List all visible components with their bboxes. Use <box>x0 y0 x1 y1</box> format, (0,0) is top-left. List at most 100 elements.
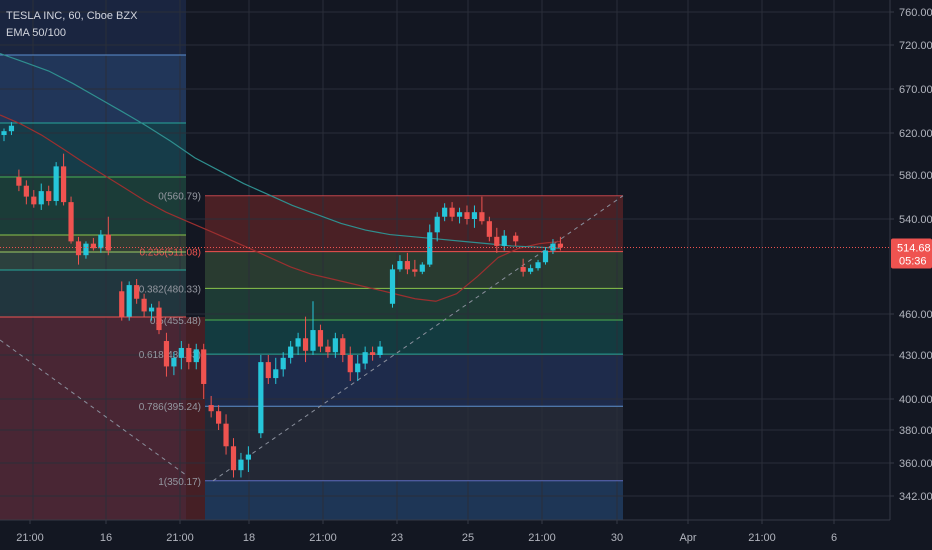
candle[interactable] <box>494 236 500 246</box>
candle[interactable] <box>535 262 541 269</box>
candle[interactable] <box>193 349 199 363</box>
candle[interactable] <box>513 235 519 242</box>
candle[interactable] <box>98 234 104 249</box>
candle[interactable] <box>520 266 526 272</box>
price-tick-label: 580.00 <box>899 170 932 182</box>
price-tick-label: 430.00 <box>899 350 932 362</box>
candle[interactable] <box>148 307 155 312</box>
time-tick-label: 30 <box>611 532 623 544</box>
fib-trendline <box>0 339 187 476</box>
candle[interactable] <box>370 352 376 355</box>
candle[interactable] <box>245 454 251 460</box>
candle[interactable] <box>340 338 346 355</box>
chart-legend: TESLA INC, 60, Cboe BZX EMA 50/100 <box>6 8 137 42</box>
time-tick-label: 18 <box>243 532 255 544</box>
candle[interactable] <box>1 131 7 136</box>
candle[interactable] <box>178 347 184 358</box>
time-axis[interactable] <box>0 520 890 550</box>
candle[interactable] <box>389 269 396 304</box>
candle[interactable] <box>216 411 222 424</box>
candle[interactable] <box>208 405 214 412</box>
time-tick-label: 21:00 <box>309 532 337 544</box>
candle[interactable] <box>332 338 338 353</box>
candle[interactable] <box>427 232 433 265</box>
fib-zone <box>0 317 205 520</box>
indicator-title[interactable]: EMA 50/100 <box>6 27 66 39</box>
candle[interactable] <box>75 241 82 256</box>
fib-level-label: 0.236(511.08) <box>139 248 201 259</box>
candle[interactable] <box>355 363 361 373</box>
candle[interactable] <box>456 212 463 217</box>
candle[interactable] <box>38 191 44 205</box>
time-tick-label: 21:00 <box>16 532 44 544</box>
candle[interactable] <box>310 330 316 351</box>
candle[interactable] <box>90 243 96 249</box>
candle[interactable] <box>16 177 22 186</box>
candle[interactable] <box>404 261 410 270</box>
candle[interactable] <box>449 207 455 217</box>
price-axis[interactable] <box>890 0 932 550</box>
candle[interactable] <box>53 166 59 202</box>
candle[interactable] <box>479 212 485 222</box>
candle[interactable] <box>557 243 563 248</box>
candle[interactable] <box>201 349 207 384</box>
candle[interactable] <box>464 212 470 219</box>
candle[interactable] <box>295 338 301 347</box>
price-tick-label: 620.00 <box>899 128 932 140</box>
candle[interactable] <box>471 212 478 219</box>
candle[interactable] <box>501 235 507 246</box>
fib-level-label: 0(560.79) <box>158 192 201 203</box>
candle[interactable] <box>230 446 237 471</box>
candle[interactable] <box>347 355 353 373</box>
candle[interactable] <box>442 207 448 217</box>
candle[interactable] <box>238 459 244 471</box>
candle[interactable] <box>412 269 418 272</box>
price-tick-label: 380.00 <box>899 425 932 437</box>
candle[interactable] <box>134 285 140 299</box>
candle[interactable] <box>486 221 492 237</box>
candle[interactable] <box>46 191 52 202</box>
candle[interactable] <box>302 338 309 351</box>
fib-level-label: 0.5(455.48) <box>150 316 201 327</box>
current-price-badge <box>891 238 932 269</box>
fib-level-label: 0.618(430.63) <box>139 350 201 361</box>
price-tick-label: 670.00 <box>899 84 932 96</box>
candle[interactable] <box>8 125 15 132</box>
candle[interactable] <box>156 307 162 331</box>
candle[interactable] <box>223 423 229 447</box>
symbol-title[interactable]: TESLA INC, 60, Cboe BZX <box>6 10 138 22</box>
candle[interactable] <box>317 330 324 347</box>
candle[interactable] <box>119 291 125 317</box>
candle[interactable] <box>273 369 279 379</box>
candle[interactable] <box>68 202 74 242</box>
candle[interactable] <box>377 346 383 355</box>
candle[interactable] <box>362 352 368 364</box>
candle[interactable] <box>23 185 29 197</box>
candle[interactable] <box>528 268 534 272</box>
fib-zone <box>205 354 623 407</box>
candle[interactable] <box>258 362 264 434</box>
candle[interactable] <box>105 234 111 251</box>
candle[interactable] <box>265 362 271 379</box>
candle[interactable] <box>126 285 132 317</box>
candle[interactable] <box>397 261 403 270</box>
candle[interactable] <box>141 298 147 312</box>
time-tick-label: 21:00 <box>748 532 776 544</box>
candle[interactable] <box>83 243 89 256</box>
time-tick-label: Apr <box>679 532 696 544</box>
candle[interactable] <box>163 341 170 367</box>
candle[interactable] <box>325 346 331 353</box>
candle[interactable] <box>288 346 294 358</box>
fib-level-label: 0.786(395.24) <box>139 402 201 413</box>
candle[interactable] <box>31 196 37 205</box>
candle[interactable] <box>171 357 177 367</box>
candle[interactable] <box>61 166 67 203</box>
candle[interactable] <box>419 264 425 272</box>
ema-100-line <box>0 52 561 249</box>
candle[interactable] <box>434 216 440 233</box>
candle[interactable] <box>542 250 549 263</box>
candle[interactable] <box>186 347 192 363</box>
candle[interactable] <box>280 357 286 370</box>
